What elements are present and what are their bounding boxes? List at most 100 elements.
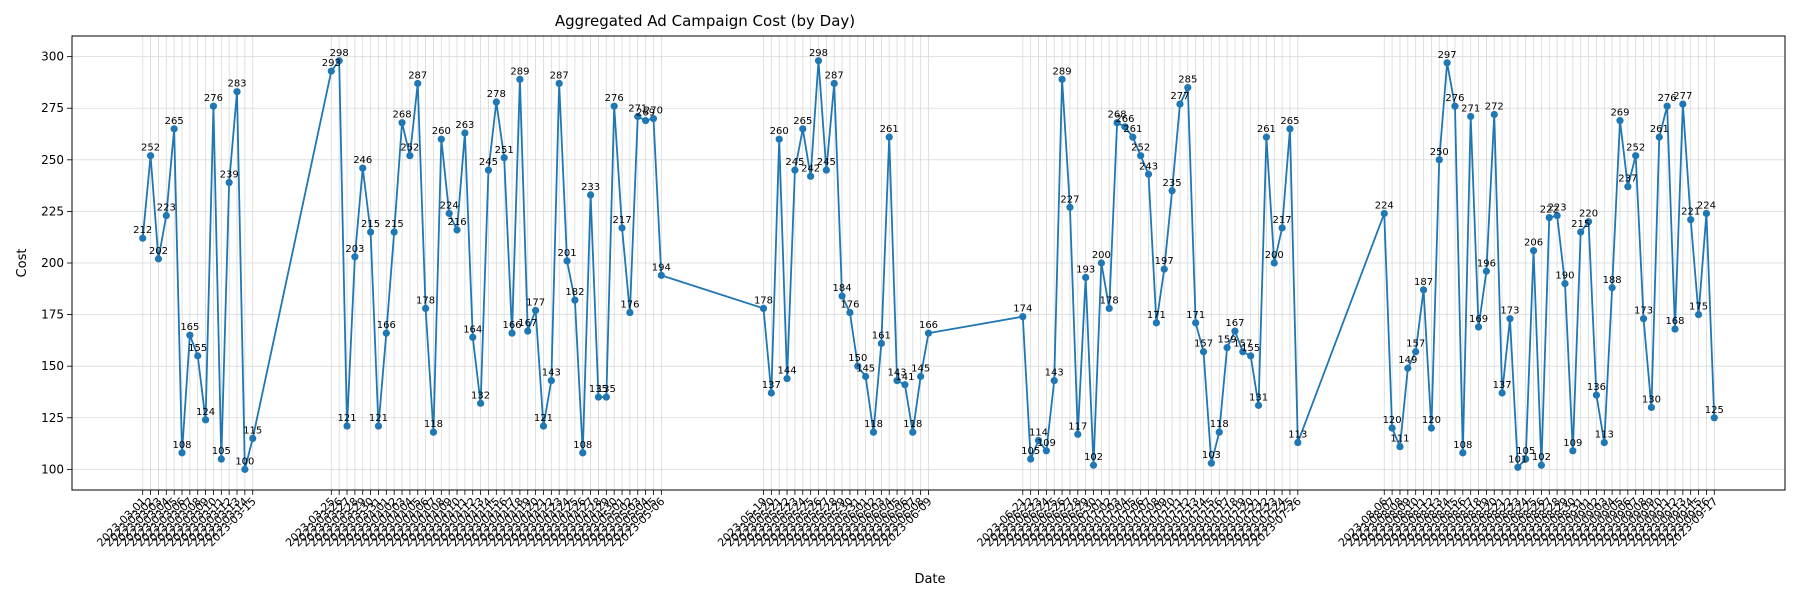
- data-label: 166: [502, 320, 521, 331]
- data-point: [1443, 59, 1451, 67]
- data-point: [1082, 273, 1090, 282]
- data-point: [1089, 461, 1098, 469]
- data-point: [1129, 133, 1137, 141]
- data-label: 252: [141, 143, 160, 154]
- y-axis-label: Cost: [15, 249, 30, 278]
- data-label: 252: [400, 143, 419, 154]
- data-label: 141: [895, 372, 914, 383]
- data-label: 276: [204, 93, 223, 104]
- data-label: 227: [1060, 194, 1079, 205]
- series: [139, 57, 1718, 473]
- data-label: 143: [1045, 368, 1064, 379]
- data-point: [924, 329, 933, 337]
- data-label: 239: [220, 170, 239, 181]
- data-label: 263: [455, 120, 474, 131]
- data-label: 261: [1650, 124, 1669, 135]
- data-point: [1498, 389, 1506, 397]
- y-tick-label: 225: [41, 204, 64, 218]
- data-label: 289: [510, 66, 529, 77]
- data-point: [1647, 403, 1656, 412]
- data-label: 161: [872, 330, 891, 341]
- data-point: [1671, 325, 1679, 333]
- data-label: 269: [1610, 108, 1629, 119]
- data-point: [1270, 259, 1278, 267]
- data-label: 120: [1422, 415, 1441, 426]
- data-point: [249, 434, 257, 443]
- data-label: 252: [1626, 143, 1645, 154]
- data-label: 285: [1178, 75, 1197, 86]
- data-point: [445, 209, 453, 218]
- x-axis-label: Date: [914, 572, 945, 587]
- data-label: 201: [557, 248, 576, 259]
- data-label: 155: [188, 343, 207, 354]
- data-label: 265: [793, 116, 812, 127]
- data-point: [1584, 218, 1593, 226]
- data-point: [1168, 187, 1176, 195]
- data-label: 193: [1076, 264, 1095, 275]
- data-label: 217: [612, 215, 631, 226]
- data-label: 131: [1249, 392, 1268, 403]
- data-point: [484, 166, 493, 174]
- data-point: [1105, 304, 1113, 312]
- data-label: 215: [361, 219, 380, 230]
- data-label: 149: [1398, 355, 1417, 366]
- data-point: [492, 98, 500, 106]
- data-label: 118: [1210, 419, 1229, 430]
- data-label: 245: [479, 157, 498, 168]
- data-label: 196: [1477, 258, 1496, 269]
- data-label: 221: [1681, 207, 1700, 218]
- data-label: 105: [1021, 446, 1040, 457]
- data-point: [398, 119, 406, 127]
- data-label: 115: [243, 425, 262, 436]
- data-point: [917, 372, 925, 381]
- data-point: [602, 393, 610, 401]
- data-label: 109: [1037, 438, 1056, 449]
- data-point: [209, 102, 218, 110]
- data-point: [1419, 286, 1428, 294]
- data-label: 178: [416, 295, 435, 306]
- y-tick-label: 150: [41, 359, 64, 373]
- data-label: 182: [565, 287, 584, 298]
- data-point: [1482, 267, 1491, 275]
- data-label: 118: [864, 419, 883, 430]
- data-point: [1137, 152, 1145, 160]
- data-point: [854, 362, 862, 370]
- data-point: [390, 228, 398, 236]
- data-point: [437, 135, 445, 143]
- data-label: 265: [165, 116, 184, 127]
- data-label: 164: [463, 324, 482, 335]
- data-point: [649, 114, 658, 123]
- data-label: 178: [754, 295, 773, 306]
- data-labels: 212 252 202 223 265 108 165 155 124 276 105 239 283 1…: [133, 48, 1724, 468]
- data-point: [1034, 436, 1043, 445]
- data-label: 166: [377, 320, 396, 331]
- data-point: [343, 422, 351, 430]
- data-point: [366, 228, 375, 236]
- data-label: 176: [620, 300, 639, 311]
- data-point: [453, 226, 461, 234]
- data-label: 224: [1375, 200, 1394, 211]
- data-point: [1577, 228, 1585, 236]
- data-point: [1687, 216, 1695, 224]
- data-label: 121: [369, 413, 388, 424]
- data-label: 167: [1225, 318, 1244, 329]
- data-point: [178, 449, 186, 457]
- data-label: 242: [801, 163, 820, 174]
- data-point: [1144, 170, 1153, 178]
- data-label: 144: [778, 366, 797, 377]
- data-label: 298: [809, 48, 828, 59]
- data-point: [822, 166, 830, 174]
- data-label: 197: [1155, 256, 1174, 267]
- data-label: 223: [1548, 203, 1567, 214]
- chart-title: Aggregated Ad Campaign Cost (by Day): [555, 12, 855, 30]
- data-label: 271: [1461, 103, 1480, 114]
- data-label: 269: [636, 108, 655, 119]
- data-point: [382, 329, 390, 337]
- data-label: 224: [1697, 200, 1716, 211]
- data-point: [1027, 455, 1035, 463]
- data-label: 100: [235, 456, 254, 467]
- data-point: [374, 422, 383, 430]
- data-point: [634, 112, 642, 121]
- data-point: [1412, 348, 1420, 356]
